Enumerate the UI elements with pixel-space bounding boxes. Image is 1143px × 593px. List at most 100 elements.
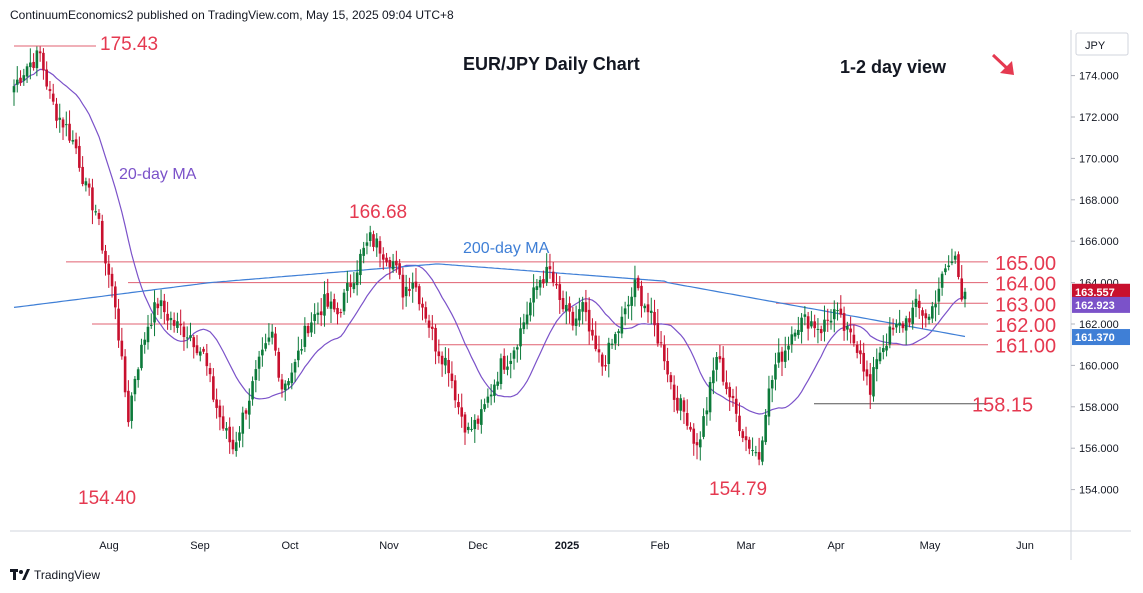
- candle: [42, 48, 45, 80]
- candlestick-series: [12, 46, 967, 466]
- candle: [738, 402, 741, 437]
- candle: [123, 349, 127, 398]
- candle-body: [627, 304, 630, 307]
- candle: [878, 346, 882, 365]
- candle: [156, 297, 160, 316]
- candle: [584, 289, 588, 322]
- candle: [751, 437, 754, 456]
- candle-body: [558, 284, 562, 300]
- candle: [208, 362, 212, 383]
- candle-body: [287, 381, 290, 386]
- candle: [182, 321, 186, 351]
- candle: [734, 386, 738, 423]
- candle: [682, 397, 686, 424]
- candle: [97, 209, 101, 226]
- candle-body: [522, 322, 526, 330]
- candle-body: [192, 337, 196, 348]
- candle-body: [169, 317, 173, 321]
- candle-body: [813, 321, 816, 329]
- candle: [885, 333, 888, 357]
- candle-body: [731, 395, 735, 399]
- candle-body: [316, 312, 320, 315]
- candle: [483, 398, 486, 412]
- candle-body: [339, 312, 343, 314]
- candle: [283, 380, 287, 401]
- candle: [718, 345, 722, 363]
- candle-body: [140, 344, 143, 369]
- candle-body: [653, 311, 656, 326]
- candle-body: [375, 238, 379, 248]
- ma-200-label: 200-day MA: [463, 240, 550, 257]
- candle: [339, 308, 343, 318]
- candle: [244, 408, 248, 420]
- candle: [473, 414, 477, 443]
- candle: [303, 317, 307, 353]
- candle: [78, 136, 81, 172]
- candle-body: [682, 400, 686, 412]
- candle: [934, 290, 937, 322]
- candle: [460, 393, 464, 428]
- candle: [365, 233, 369, 255]
- candle: [352, 272, 356, 294]
- candle-body: [564, 304, 568, 312]
- candle-body: [600, 354, 604, 367]
- candle-body: [591, 329, 594, 336]
- candle: [431, 315, 434, 341]
- candle: [797, 316, 800, 339]
- currency-box[interactable]: [1075, 32, 1129, 56]
- x-tick-label: Sep: [190, 540, 210, 552]
- candle: [600, 352, 604, 376]
- y-tick-label: 168.000: [1079, 195, 1119, 207]
- candle-body: [947, 265, 950, 268]
- candle: [19, 70, 22, 86]
- candle: [185, 326, 189, 349]
- candle-body: [823, 319, 826, 332]
- candle: [346, 270, 349, 303]
- candle: [163, 293, 166, 325]
- candle: [463, 411, 467, 445]
- candle: [176, 312, 179, 333]
- candle: [803, 306, 807, 326]
- candle: [172, 312, 176, 333]
- candle-body: [643, 305, 647, 309]
- candle-body: [535, 286, 539, 291]
- candle: [414, 268, 418, 292]
- candle-body: [460, 407, 464, 417]
- candle-body: [875, 359, 879, 370]
- candle: [87, 178, 91, 196]
- candle-body: [365, 242, 369, 246]
- candle-body: [806, 316, 810, 329]
- candle-body: [104, 250, 107, 264]
- candle: [297, 336, 300, 368]
- candle: [620, 306, 624, 339]
- candle: [300, 339, 303, 355]
- candle-body: [146, 326, 150, 343]
- candle-body: [97, 213, 101, 219]
- candle-body: [656, 323, 660, 344]
- candle: [486, 388, 490, 408]
- candle: [342, 288, 346, 315]
- candle-body: [247, 400, 251, 415]
- candle: [264, 333, 267, 352]
- candle-body: [123, 356, 127, 393]
- price-badge-163.557: [1072, 283, 1130, 300]
- candle: [904, 315, 908, 345]
- candle: [159, 289, 163, 319]
- candle: [247, 388, 251, 429]
- ma-20-line: [13, 68, 966, 415]
- price-badge-text: 163.557: [1075, 287, 1115, 299]
- candle: [872, 356, 875, 402]
- candle: [368, 225, 372, 247]
- candle-body: [774, 364, 777, 380]
- chart-annotations: 175.43 154.40 166.68 154.79 EUR/JPY Daily Ch…: [14, 34, 1014, 509]
- candle-body: [561, 298, 565, 310]
- candle: [329, 291, 333, 323]
- price-badge-162.923: [1072, 296, 1130, 313]
- candle-body: [633, 279, 637, 298]
- candle-body: [797, 329, 800, 336]
- candle-body: [437, 351, 441, 357]
- candle: [708, 376, 712, 421]
- candle: [440, 351, 444, 377]
- candle: [931, 301, 934, 323]
- candle-body: [110, 273, 114, 287]
